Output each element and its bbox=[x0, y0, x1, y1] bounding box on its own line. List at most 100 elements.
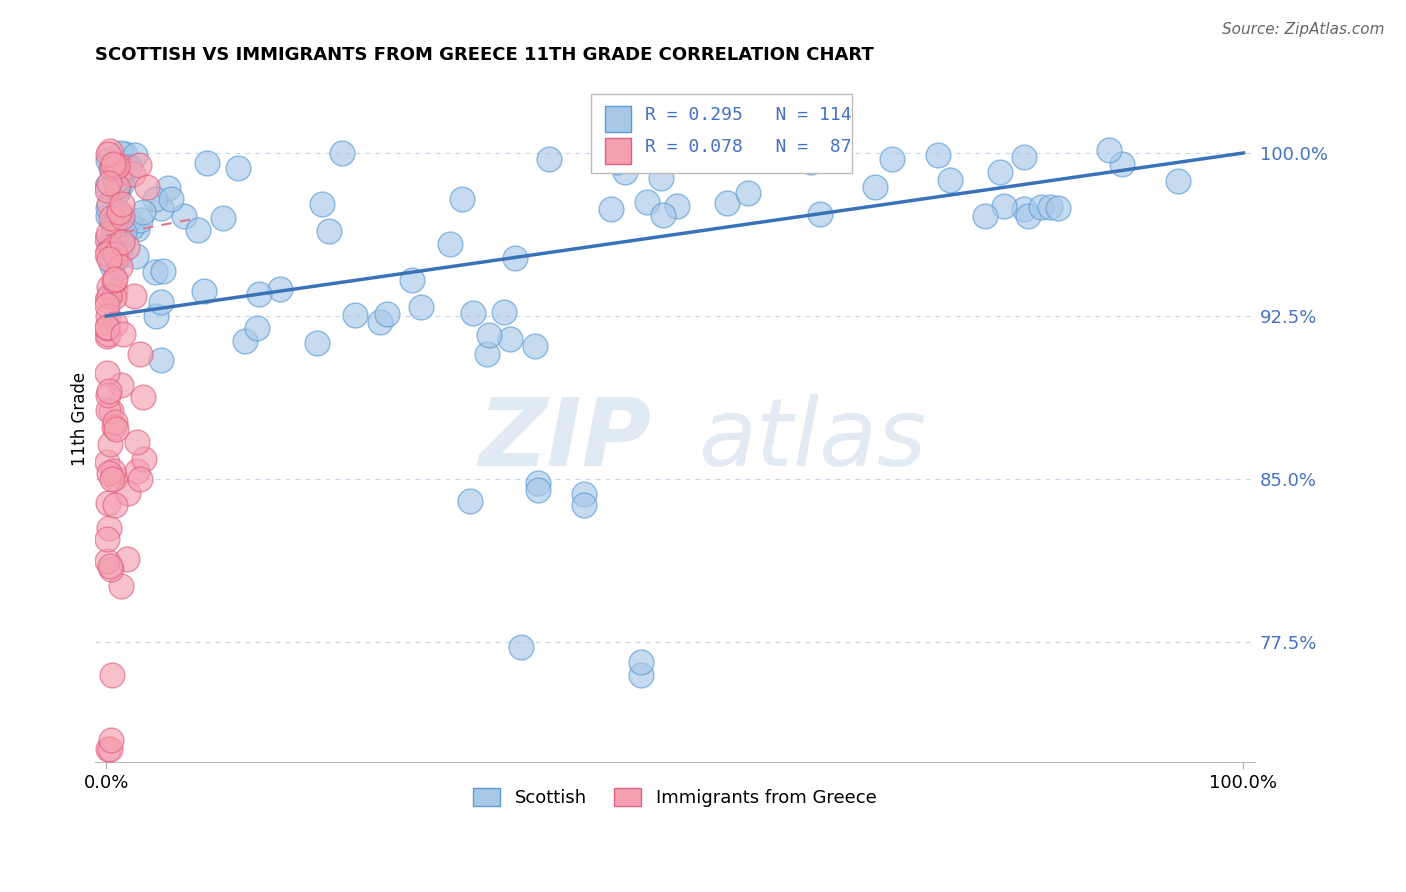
Point bbox=[499, 332, 522, 346]
Text: atlas: atlas bbox=[697, 394, 927, 485]
Point bbox=[97, 384, 120, 399]
Point bbox=[98, 521, 121, 535]
Point bbox=[98, 236, 121, 251]
Point bbox=[97, 153, 120, 168]
Point bbox=[195, 155, 218, 169]
Point bbox=[343, 309, 366, 323]
FancyBboxPatch shape bbox=[592, 94, 852, 173]
Point bbox=[96, 366, 118, 380]
Point bbox=[108, 208, 131, 222]
Point bbox=[104, 246, 127, 260]
Point bbox=[330, 145, 353, 160]
Text: SCOTTISH VS IMMIGRANTS FROM GREECE 11TH GRADE CORRELATION CHART: SCOTTISH VS IMMIGRANTS FROM GREECE 11TH … bbox=[94, 46, 873, 64]
Point bbox=[173, 209, 195, 223]
Point bbox=[1167, 174, 1189, 188]
Point bbox=[492, 305, 515, 319]
Point bbox=[132, 205, 155, 219]
Point bbox=[111, 177, 134, 191]
Point bbox=[132, 391, 155, 405]
Point bbox=[505, 251, 527, 265]
Point bbox=[636, 195, 658, 210]
Point bbox=[104, 415, 127, 429]
Point bbox=[128, 158, 150, 172]
Point bbox=[510, 640, 533, 654]
Point bbox=[97, 177, 120, 191]
Point bbox=[96, 321, 118, 335]
Point bbox=[101, 228, 124, 243]
Point bbox=[97, 387, 120, 401]
Point bbox=[104, 471, 127, 485]
Point bbox=[104, 498, 127, 512]
Point bbox=[143, 192, 166, 206]
Point bbox=[108, 249, 131, 263]
Point bbox=[98, 741, 121, 756]
Point bbox=[98, 252, 121, 266]
Point bbox=[100, 161, 122, 176]
Point bbox=[152, 264, 174, 278]
Point bbox=[96, 179, 118, 194]
Point bbox=[572, 487, 595, 501]
Point bbox=[110, 174, 132, 188]
Point bbox=[993, 199, 1015, 213]
Point bbox=[107, 184, 129, 198]
Point bbox=[121, 219, 143, 234]
Point bbox=[107, 180, 129, 194]
Point bbox=[111, 211, 134, 225]
Y-axis label: 11th Grade: 11th Grade bbox=[72, 372, 89, 467]
Point bbox=[101, 243, 124, 257]
Point bbox=[110, 197, 132, 211]
Point bbox=[863, 180, 886, 194]
Point bbox=[135, 180, 157, 194]
Point bbox=[96, 293, 118, 307]
Point bbox=[101, 464, 124, 478]
Legend: Scottish, Immigrants from Greece: Scottish, Immigrants from Greece bbox=[467, 780, 883, 814]
Point bbox=[98, 467, 121, 481]
Point bbox=[450, 192, 472, 206]
Point bbox=[973, 209, 995, 223]
FancyBboxPatch shape bbox=[605, 105, 631, 132]
Point bbox=[527, 476, 550, 491]
Point bbox=[108, 260, 131, 274]
Point bbox=[117, 485, 139, 500]
Point bbox=[110, 579, 132, 593]
Point bbox=[97, 245, 120, 260]
Point bbox=[439, 237, 461, 252]
Point bbox=[600, 202, 623, 217]
Point bbox=[101, 214, 124, 228]
Point bbox=[103, 420, 125, 434]
Point bbox=[103, 283, 125, 297]
Point bbox=[103, 247, 125, 261]
Point bbox=[650, 171, 672, 186]
Point bbox=[100, 161, 122, 175]
Point bbox=[156, 181, 179, 195]
Point bbox=[129, 472, 152, 486]
Point bbox=[666, 199, 689, 213]
Point bbox=[96, 329, 118, 343]
Text: ZIP: ZIP bbox=[479, 394, 651, 486]
Point bbox=[132, 452, 155, 467]
Point bbox=[111, 327, 134, 342]
Point bbox=[716, 195, 738, 210]
Point bbox=[111, 235, 134, 249]
Point bbox=[800, 155, 823, 169]
Point bbox=[125, 249, 148, 263]
Text: R = 0.078   N =  87: R = 0.078 N = 87 bbox=[645, 137, 851, 156]
Point bbox=[97, 210, 120, 224]
Point bbox=[96, 298, 118, 312]
Point bbox=[114, 147, 136, 161]
Point bbox=[149, 294, 172, 309]
Point bbox=[145, 265, 167, 279]
Point bbox=[149, 201, 172, 215]
Point bbox=[524, 339, 547, 353]
Point bbox=[1047, 201, 1070, 215]
Point bbox=[105, 159, 128, 173]
Point bbox=[125, 464, 148, 478]
Point bbox=[97, 309, 120, 323]
Point bbox=[105, 422, 128, 436]
Point bbox=[98, 559, 121, 574]
Point bbox=[149, 352, 172, 367]
Point bbox=[409, 300, 432, 314]
Point bbox=[988, 165, 1011, 179]
Point bbox=[808, 207, 831, 221]
Point bbox=[737, 186, 759, 200]
